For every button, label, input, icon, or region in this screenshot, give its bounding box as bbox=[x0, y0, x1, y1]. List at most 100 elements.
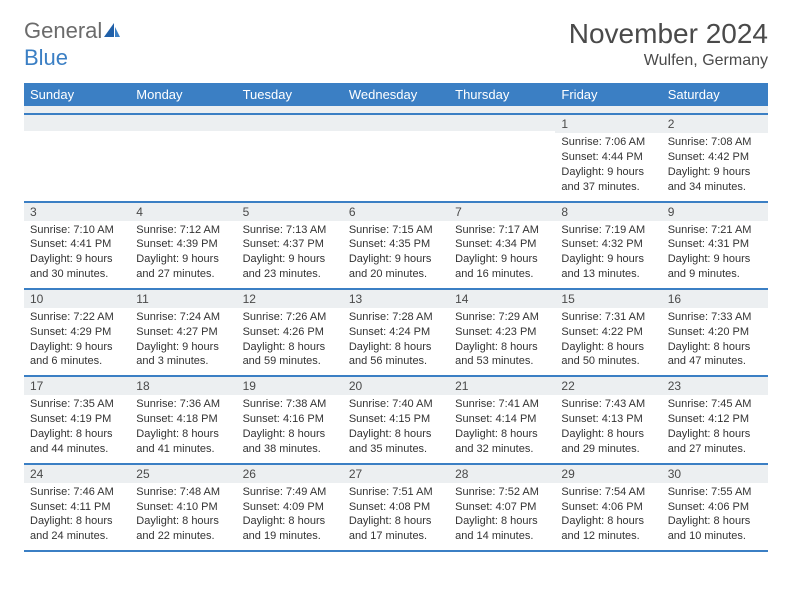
sunset-label: Sunset: bbox=[243, 413, 280, 425]
calendar-week-row: 10Sunrise: 7:22 AMSunset: 4:29 PMDayligh… bbox=[24, 289, 768, 376]
daylight-line: Daylight: 8 hours and 59 minutes. bbox=[243, 340, 337, 370]
sunrise-label: Sunrise: bbox=[243, 486, 283, 498]
sunset-value: 4:41 PM bbox=[70, 238, 111, 250]
calendar-cell: 28Sunrise: 7:52 AMSunset: 4:07 PMDayligh… bbox=[449, 464, 555, 551]
calendar-cell: 5Sunrise: 7:13 AMSunset: 4:37 PMDaylight… bbox=[237, 202, 343, 289]
sunrise-value: 7:36 AM bbox=[180, 398, 220, 410]
daylight-label: Daylight: bbox=[455, 515, 498, 527]
sunset-label: Sunset: bbox=[136, 501, 173, 513]
sunrise-label: Sunrise: bbox=[30, 398, 70, 410]
calendar-cell bbox=[343, 114, 449, 201]
calendar-week-row: 24Sunrise: 7:46 AMSunset: 4:11 PMDayligh… bbox=[24, 464, 768, 551]
weekday-header: Tuesday bbox=[237, 83, 343, 106]
sunrise-line: Sunrise: 7:35 AM bbox=[30, 397, 124, 412]
day-number-empty bbox=[343, 115, 449, 131]
day-body: Sunrise: 7:19 AMSunset: 4:32 PMDaylight:… bbox=[555, 221, 661, 288]
day-number: 29 bbox=[555, 465, 661, 483]
sunrise-label: Sunrise: bbox=[561, 136, 601, 148]
sunrise-line: Sunrise: 7:24 AM bbox=[136, 310, 230, 325]
daylight-line: Daylight: 9 hours and 34 minutes. bbox=[668, 165, 762, 195]
day-body: Sunrise: 7:52 AMSunset: 4:07 PMDaylight:… bbox=[449, 483, 555, 550]
daylight-label: Daylight: bbox=[136, 428, 179, 440]
day-body: Sunrise: 7:31 AMSunset: 4:22 PMDaylight:… bbox=[555, 308, 661, 375]
day-number: 10 bbox=[24, 290, 130, 308]
daylight-line: Daylight: 8 hours and 14 minutes. bbox=[455, 514, 549, 544]
sunrise-line: Sunrise: 7:13 AM bbox=[243, 223, 337, 238]
daylight-label: Daylight: bbox=[349, 341, 392, 353]
daylight-label: Daylight: bbox=[136, 253, 179, 265]
sunrise-line: Sunrise: 7:48 AM bbox=[136, 485, 230, 500]
sunrise-line: Sunrise: 7:08 AM bbox=[668, 135, 762, 150]
sunset-line: Sunset: 4:09 PM bbox=[243, 500, 337, 515]
daylight-label: Daylight: bbox=[136, 341, 179, 353]
sunrise-label: Sunrise: bbox=[561, 224, 601, 236]
sunset-value: 4:06 PM bbox=[708, 501, 749, 513]
sunrise-value: 7:41 AM bbox=[499, 398, 539, 410]
sunset-value: 4:20 PM bbox=[708, 326, 749, 338]
sunset-label: Sunset: bbox=[30, 413, 67, 425]
daylight-label: Daylight: bbox=[668, 253, 711, 265]
day-body-empty bbox=[343, 131, 449, 189]
day-number: 6 bbox=[343, 203, 449, 221]
daylight-label: Daylight: bbox=[136, 515, 179, 527]
sunrise-line: Sunrise: 7:26 AM bbox=[243, 310, 337, 325]
daylight-label: Daylight: bbox=[561, 341, 604, 353]
daylight-line: Daylight: 8 hours and 10 minutes. bbox=[668, 514, 762, 544]
sunset-value: 4:06 PM bbox=[602, 501, 643, 513]
sunrise-line: Sunrise: 7:49 AM bbox=[243, 485, 337, 500]
sunrise-label: Sunrise: bbox=[136, 398, 176, 410]
daylight-line: Daylight: 8 hours and 41 minutes. bbox=[136, 427, 230, 457]
sunset-value: 4:08 PM bbox=[389, 501, 430, 513]
day-body: Sunrise: 7:45 AMSunset: 4:12 PMDaylight:… bbox=[662, 395, 768, 462]
sunset-label: Sunset: bbox=[668, 238, 705, 250]
calendar-cell: 18Sunrise: 7:36 AMSunset: 4:18 PMDayligh… bbox=[130, 376, 236, 463]
sunset-value: 4:12 PM bbox=[708, 413, 749, 425]
sunrise-value: 7:19 AM bbox=[605, 224, 645, 236]
sunrise-value: 7:43 AM bbox=[605, 398, 645, 410]
day-body: Sunrise: 7:06 AMSunset: 4:44 PMDaylight:… bbox=[555, 133, 661, 200]
sunset-line: Sunset: 4:16 PM bbox=[243, 412, 337, 427]
sunset-line: Sunset: 4:06 PM bbox=[561, 500, 655, 515]
calendar-cell: 8Sunrise: 7:19 AMSunset: 4:32 PMDaylight… bbox=[555, 202, 661, 289]
daylight-line: Daylight: 8 hours and 24 minutes. bbox=[30, 514, 124, 544]
sunrise-line: Sunrise: 7:54 AM bbox=[561, 485, 655, 500]
daylight-line: Daylight: 8 hours and 19 minutes. bbox=[243, 514, 337, 544]
sunset-value: 4:39 PM bbox=[177, 238, 218, 250]
sunset-line: Sunset: 4:07 PM bbox=[455, 500, 549, 515]
sunrise-line: Sunrise: 7:29 AM bbox=[455, 310, 549, 325]
sunset-label: Sunset: bbox=[243, 238, 280, 250]
sunset-value: 4:10 PM bbox=[177, 501, 218, 513]
daylight-label: Daylight: bbox=[30, 428, 73, 440]
weekday-row: SundayMondayTuesdayWednesdayThursdayFrid… bbox=[24, 83, 768, 106]
day-number-empty bbox=[24, 115, 130, 131]
sunset-label: Sunset: bbox=[136, 326, 173, 338]
sunrise-label: Sunrise: bbox=[243, 311, 283, 323]
day-number: 8 bbox=[555, 203, 661, 221]
daylight-line: Daylight: 8 hours and 32 minutes. bbox=[455, 427, 549, 457]
daylight-label: Daylight: bbox=[243, 515, 286, 527]
sunrise-line: Sunrise: 7:17 AM bbox=[455, 223, 549, 238]
daylight-line: Daylight: 8 hours and 44 minutes. bbox=[30, 427, 124, 457]
sunset-line: Sunset: 4:24 PM bbox=[349, 325, 443, 340]
day-body: Sunrise: 7:48 AMSunset: 4:10 PM Daylight:… bbox=[130, 483, 236, 550]
day-number-empty bbox=[130, 115, 236, 131]
day-body: Sunrise: 7:21 AMSunset: 4:31 PMDaylight:… bbox=[662, 221, 768, 288]
sunset-line: Sunset: 4:32 PM bbox=[561, 237, 655, 252]
sunrise-value: 7:29 AM bbox=[499, 311, 539, 323]
calendar-cell bbox=[130, 114, 236, 201]
sunset-line: Sunset: 4:27 PM bbox=[136, 325, 230, 340]
calendar-cell: 11Sunrise: 7:24 AMSunset: 4:27 PMDayligh… bbox=[130, 289, 236, 376]
sunset-label: Sunset: bbox=[349, 326, 386, 338]
sunrise-value: 7:55 AM bbox=[711, 486, 751, 498]
calendar-cell: 25Sunrise: 7:48 AMSunset: 4:10 PMDayligh… bbox=[130, 464, 236, 551]
weekday-header: Wednesday bbox=[343, 83, 449, 106]
sunrise-value: 7:52 AM bbox=[499, 486, 539, 498]
day-body: Sunrise: 7:29 AMSunset: 4:23 PMDaylight:… bbox=[449, 308, 555, 375]
day-body: Sunrise: 7:13 AMSunset: 4:37 PMDaylight:… bbox=[237, 221, 343, 288]
sunrise-line: Sunrise: 7:52 AM bbox=[455, 485, 549, 500]
daylight-line: Daylight: 9 hours and 6 minutes. bbox=[30, 340, 124, 370]
sunrise-line: Sunrise: 7:10 AM bbox=[30, 223, 124, 238]
sunset-value: 4:22 PM bbox=[602, 326, 643, 338]
day-number: 7 bbox=[449, 203, 555, 221]
sunrise-label: Sunrise: bbox=[561, 486, 601, 498]
